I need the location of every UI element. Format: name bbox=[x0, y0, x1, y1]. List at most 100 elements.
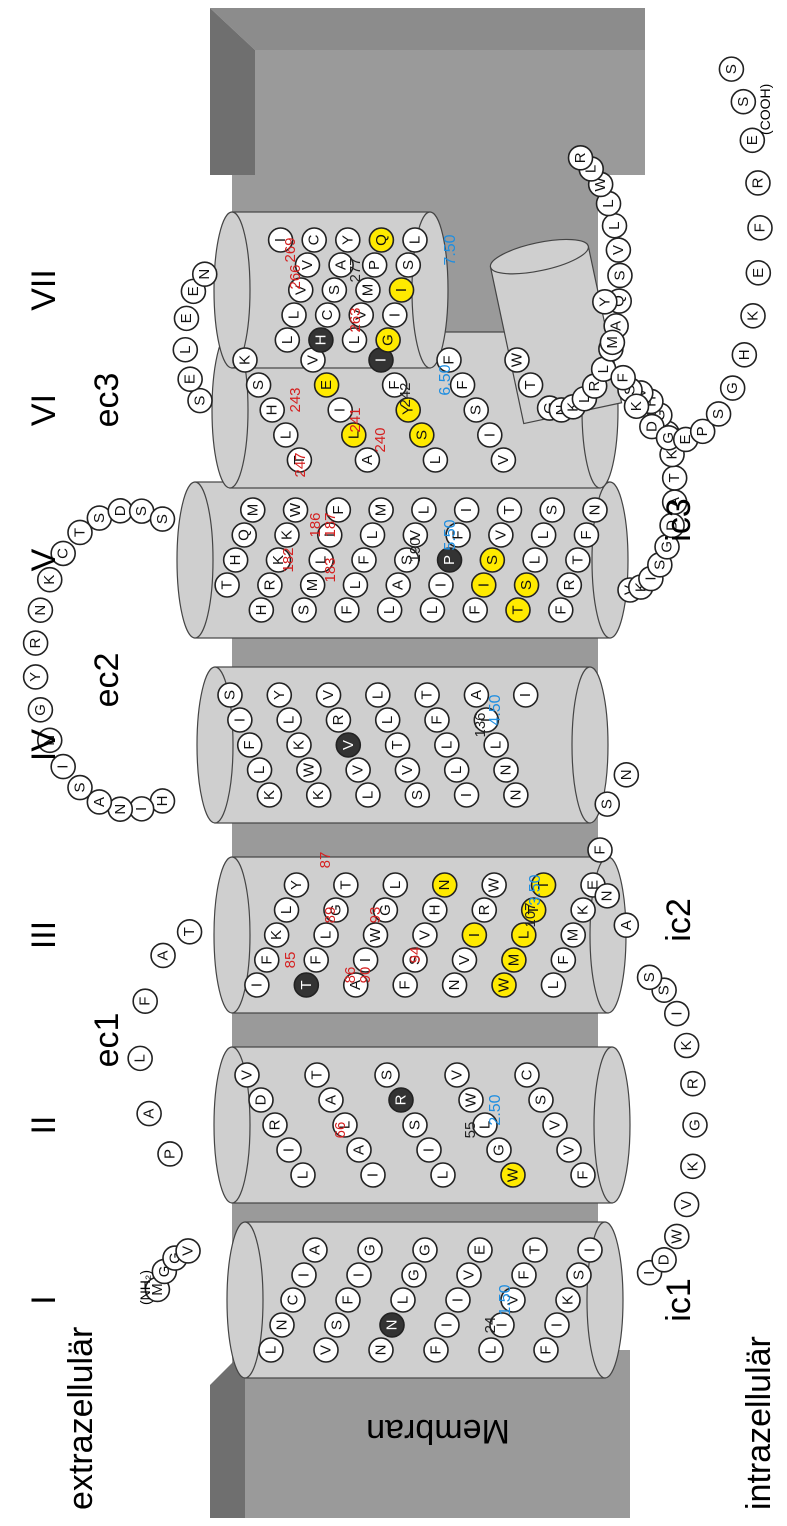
residue-tm7: Q bbox=[368, 227, 395, 253]
svg-text:T: T bbox=[298, 980, 315, 989]
svg-text:S: S bbox=[222, 690, 239, 700]
residue-tm5: S bbox=[539, 497, 566, 523]
svg-text:E: E bbox=[585, 880, 602, 890]
svg-text:A: A bbox=[351, 1145, 368, 1155]
svg-text:S: S bbox=[296, 605, 313, 615]
residue-tm4: L bbox=[246, 757, 273, 783]
svg-text:I: I bbox=[475, 583, 492, 587]
svg-text:L: L bbox=[381, 606, 398, 614]
residue-tm3: K bbox=[263, 922, 290, 948]
residue-ec1: F bbox=[132, 988, 158, 1014]
residue-ic1: V bbox=[673, 1191, 700, 1218]
residue-number-red: 240 bbox=[372, 427, 389, 452]
svg-text:R: R bbox=[586, 380, 603, 391]
residue-tm4: V bbox=[345, 757, 371, 783]
residue-tm3: I bbox=[352, 947, 379, 973]
residue-tm3: V bbox=[412, 922, 438, 948]
svg-text:A: A bbox=[618, 920, 635, 930]
residue-tm4: L bbox=[276, 707, 302, 733]
svg-text:F: F bbox=[454, 380, 471, 389]
loop-label-ic: ic3 bbox=[660, 498, 698, 541]
residue-tm1: N bbox=[269, 1312, 295, 1338]
svg-text:T: T bbox=[666, 473, 683, 482]
svg-text:V: V bbox=[305, 355, 322, 365]
residue-ic1: D bbox=[651, 1247, 677, 1273]
residue-tm6: V bbox=[490, 447, 517, 473]
svg-text:T: T bbox=[419, 690, 436, 699]
residue-tm6: Y bbox=[395, 397, 422, 423]
svg-text:F: F bbox=[467, 605, 484, 614]
svg-text:V: V bbox=[495, 455, 512, 465]
svg-text:D: D bbox=[253, 1094, 270, 1105]
svg-text:G: G bbox=[406, 1269, 423, 1281]
svg-text:V: V bbox=[547, 1120, 564, 1130]
residue-ic2: N bbox=[613, 762, 640, 788]
svg-text:L: L bbox=[318, 931, 335, 939]
svg-text:F: F bbox=[428, 1345, 445, 1354]
svg-text:G: G bbox=[491, 1144, 508, 1156]
residue-tm3: M bbox=[501, 947, 527, 973]
svg-text:R: R bbox=[267, 1119, 284, 1130]
loop-label-ec: ec1 bbox=[88, 1013, 126, 1068]
svg-text:I: I bbox=[549, 1323, 566, 1327]
residue-ic1: K bbox=[673, 1032, 700, 1059]
residue-tm5: H bbox=[222, 547, 249, 573]
svg-text:G: G bbox=[380, 334, 397, 346]
residue-tm6: S bbox=[463, 397, 490, 423]
svg-text:F: F bbox=[751, 223, 768, 232]
svg-text:S: S bbox=[398, 555, 415, 565]
svg-text:G: G bbox=[687, 1119, 704, 1131]
residue-ic1: S bbox=[636, 964, 663, 991]
svg-text:I: I bbox=[386, 313, 403, 317]
residue-tm1: E bbox=[467, 1237, 493, 1263]
residue-tm3: K bbox=[570, 897, 596, 923]
svg-text:F: F bbox=[340, 1295, 357, 1304]
residue-tm5: T bbox=[214, 572, 240, 598]
svg-text:Y: Y bbox=[400, 405, 417, 415]
svg-text:T: T bbox=[535, 880, 552, 889]
residue-tm1: I bbox=[577, 1237, 603, 1263]
svg-text:K: K bbox=[565, 402, 582, 412]
residue-tm2: D bbox=[248, 1087, 274, 1113]
residue-tm2: S bbox=[402, 1112, 428, 1138]
residue-ec2: T bbox=[67, 519, 93, 546]
residue-tm6: I bbox=[327, 397, 354, 423]
residue-tm5: F bbox=[351, 547, 377, 573]
svg-text:V: V bbox=[407, 530, 424, 540]
residue-tm4: V bbox=[394, 757, 421, 783]
residue-ec2: G bbox=[27, 697, 54, 723]
residue-tm5: L bbox=[359, 522, 386, 548]
residue-tm7: M bbox=[355, 277, 381, 303]
svg-text:I: I bbox=[351, 1273, 368, 1277]
svg-text:V: V bbox=[461, 1270, 478, 1280]
svg-text:K: K bbox=[684, 1161, 701, 1171]
residue-tm3: S bbox=[402, 947, 428, 973]
residue-tm1: I bbox=[291, 1262, 317, 1288]
residue-ic1: G bbox=[682, 1112, 708, 1138]
residue-tm5: T bbox=[496, 497, 523, 523]
svg-text:L: L bbox=[600, 199, 617, 207]
svg-text:K: K bbox=[664, 450, 681, 460]
svg-text:G: G bbox=[377, 904, 394, 916]
residue-tm3: A bbox=[342, 972, 369, 998]
svg-text:S: S bbox=[91, 513, 108, 523]
residue-tm3: T bbox=[333, 872, 359, 898]
svg-text:P: P bbox=[694, 426, 711, 436]
svg-text:Y: Y bbox=[339, 235, 356, 245]
membrane-block-bottom bbox=[210, 1350, 630, 1518]
residue-tm2: W bbox=[458, 1087, 484, 1113]
residue-ic2: N bbox=[594, 883, 621, 909]
residue-tm4: K bbox=[256, 782, 283, 808]
residue-tm3: V bbox=[451, 947, 478, 973]
residue-tm4: V bbox=[335, 732, 362, 758]
residue-tm4: T bbox=[414, 682, 440, 708]
svg-text:W: W bbox=[463, 1092, 480, 1107]
svg-text:L: L bbox=[281, 716, 298, 724]
residue-number-red: 66 bbox=[332, 1122, 349, 1139]
svg-text:I: I bbox=[458, 793, 475, 797]
residue-tm5: F bbox=[547, 597, 574, 623]
svg-text:E: E bbox=[178, 313, 195, 323]
residue-tm2: L bbox=[430, 1162, 456, 1188]
svg-text:S: S bbox=[544, 505, 561, 515]
nh2-label: (NH₂) bbox=[137, 1270, 153, 1305]
